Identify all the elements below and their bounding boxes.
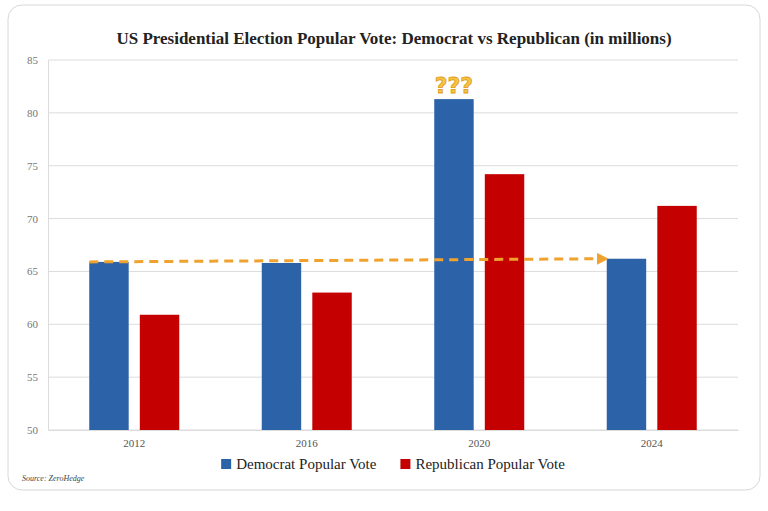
y-tick-label: 75: [27, 160, 39, 172]
bar: [140, 315, 179, 430]
y-tick: 50: [27, 424, 48, 436]
x-tick: 2016: [296, 430, 319, 449]
y-tick: 55: [27, 371, 48, 383]
bar: [312, 293, 351, 430]
x-tick-label: 2016: [296, 437, 319, 449]
y-tick-label: 70: [27, 213, 39, 225]
chart: US Presidential Election Popular Vote: D…: [0, 0, 768, 511]
bar: [262, 263, 301, 430]
y-axis-line: [48, 61, 49, 431]
x-tick-label: 2024: [641, 437, 664, 449]
y-tick-label: 65: [27, 265, 39, 277]
bar: [434, 99, 473, 430]
legend-label: Democrat Popular Vote: [236, 456, 377, 472]
y-tick: 60: [27, 318, 48, 330]
legend-swatch: [400, 459, 410, 469]
bar: [657, 206, 696, 430]
y-axis: 50 55 60 65 70 75 80 85: [27, 54, 49, 436]
grid-line: [48, 112, 738, 113]
bar-series: [140, 174, 697, 430]
y-tick-label: 80: [27, 107, 39, 119]
source: Source: ZeroHedge: [22, 474, 85, 483]
legend-swatch: [221, 459, 231, 469]
x-tick: 2012: [123, 430, 145, 449]
bar: [89, 262, 128, 430]
y-tick: 80: [27, 107, 48, 119]
title: US Presidential Election Popular Vote: D…: [116, 29, 671, 48]
x-axis: 2012 2016 2020 2024: [49, 430, 739, 449]
y-tick-label: 85: [27, 54, 39, 66]
x-tick: 2020: [468, 430, 491, 449]
grid-line: [48, 165, 738, 166]
y-tick-label: 50: [27, 424, 39, 436]
bar-series: [89, 99, 646, 430]
bar: [485, 174, 524, 430]
legend-label: Republican Popular Vote: [415, 456, 565, 472]
x-axis-line: [49, 430, 739, 431]
grid: [48, 60, 738, 430]
x-tick-label: 2020: [468, 437, 491, 449]
bar: [607, 259, 646, 430]
y-tick: 75: [27, 160, 48, 172]
y-tick-label: 55: [27, 371, 39, 383]
grid-line: [48, 60, 738, 61]
plot-area: [89, 99, 697, 430]
frame: [8, 5, 760, 490]
y-tick: 65: [27, 265, 48, 277]
y-tick-label: 60: [27, 318, 39, 330]
legend-item: Republican Popular Vote: [400, 456, 565, 472]
x-tick-label: 2012: [123, 437, 145, 449]
annotation: ???: [435, 73, 473, 98]
x-tick: 2024: [641, 430, 664, 449]
grid-line: [48, 218, 738, 219]
trend-arrow: [89, 259, 603, 262]
legend: Democrat Popular Vote Republican Popular …: [221, 456, 565, 472]
legend-item: Democrat Popular Vote: [221, 456, 377, 472]
y-tick: 85: [27, 54, 48, 66]
y-tick: 70: [27, 213, 48, 225]
